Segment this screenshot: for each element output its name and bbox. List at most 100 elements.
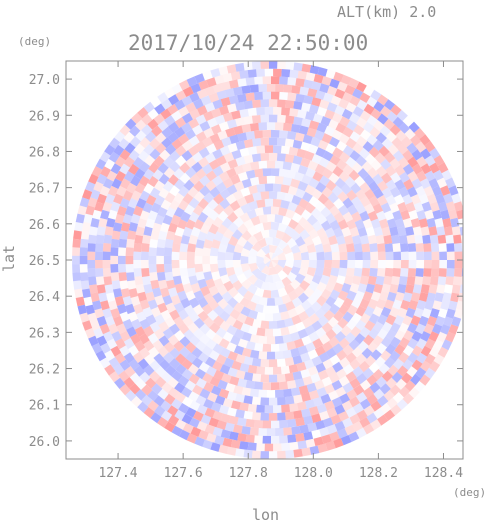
echo-cell: [324, 251, 333, 260]
echo-cell: [342, 197, 354, 209]
echo-cell: [249, 427, 259, 436]
echo-cell: [214, 114, 226, 125]
echo-cell: [420, 148, 432, 160]
echo-cell: [87, 312, 98, 323]
echo-cell: [242, 269, 254, 280]
echo-cell: [285, 209, 296, 220]
echo-cell: [339, 393, 351, 404]
echo-cell: [195, 271, 205, 281]
echo-cell: [167, 387, 180, 399]
echo-cell: [95, 276, 105, 286]
echo-cell: [428, 178, 439, 189]
echo-cell: [268, 397, 278, 406]
echo-cell: [308, 120, 320, 130]
echo-cell: [426, 292, 436, 303]
echo-cell: [110, 238, 120, 248]
echo-cell: [181, 112, 193, 124]
echo-cell: [153, 113, 165, 125]
echo-cell: [315, 420, 326, 430]
echo-cell: [364, 355, 377, 367]
echo-cell: [212, 216, 224, 228]
echo-cell: [287, 324, 298, 335]
echo-cell: [235, 393, 245, 403]
echo-cell: [233, 302, 245, 313]
echo-cell: [231, 110, 241, 120]
echo-cell: [245, 77, 255, 86]
echo-cell: [254, 207, 264, 217]
echo-cell: [125, 205, 135, 217]
echo-cell: [241, 387, 251, 397]
echo-cell: [402, 163, 414, 175]
echo-cell: [385, 343, 397, 355]
echo-cell: [373, 407, 385, 419]
echo-cell: [235, 101, 245, 111]
echo-cell: [359, 298, 370, 310]
echo-cell: [157, 162, 169, 174]
echo-cell: [134, 276, 144, 286]
echo-cell: [316, 403, 328, 414]
echo-cell: [355, 319, 367, 331]
echo-cell: [114, 377, 126, 389]
echo-cell: [312, 220, 323, 232]
echo-cell: [277, 412, 286, 421]
echo-cell: [281, 232, 292, 244]
echo-cell: [235, 117, 245, 127]
echo-cell: [223, 152, 235, 163]
echo-cell: [344, 234, 354, 245]
echo-cell: [331, 380, 343, 391]
echo-cell: [230, 174, 241, 185]
echo-cell: [299, 424, 309, 434]
echo-cell: [372, 369, 384, 381]
echo-cell: [75, 213, 85, 224]
echo-cell: [421, 201, 432, 212]
echo-cell: [353, 243, 363, 253]
echo-cell: [368, 146, 380, 158]
echo-cell: [367, 275, 377, 286]
echo-cell: [399, 171, 410, 183]
echo-cell: [373, 120, 385, 132]
echo-cell: [357, 226, 368, 237]
echo-cell: [252, 373, 262, 382]
echo-cell: [252, 412, 261, 421]
echo-cell: [118, 264, 127, 273]
echo-cell: [243, 154, 254, 164]
echo-cell: [254, 91, 263, 101]
echo-cell: [389, 226, 399, 237]
echo-cell: [220, 81, 231, 91]
echo-cell: [284, 372, 295, 382]
echo-cell: [216, 420, 227, 430]
echo-cell: [364, 203, 375, 214]
echo-cell: [424, 300, 434, 311]
echo-cell: [362, 251, 371, 260]
echo-cell: [150, 306, 162, 318]
echo-cell: [362, 121, 375, 133]
echo-cell: [293, 251, 302, 260]
echo-cell: [372, 335, 384, 347]
echo-cell: [251, 357, 262, 367]
echo-cell: [372, 321, 384, 333]
echo-cell: [295, 188, 306, 199]
echo-cell: [122, 213, 133, 224]
echo-cell: [110, 247, 119, 256]
echo-cell: [336, 159, 348, 171]
echo-cell: [372, 306, 384, 317]
echo-cell: [147, 400, 159, 412]
echo-cell: [240, 247, 250, 257]
echo-cell: [276, 153, 286, 162]
echo-cell: [422, 234, 431, 244]
echo-cell: [202, 247, 211, 257]
echo-cell: [286, 237, 298, 249]
echo-cell: [157, 346, 169, 358]
echo-cell: [145, 218, 155, 229]
echo-cell: [339, 251, 348, 260]
echo-cell: [129, 383, 141, 395]
echo-cell: [336, 368, 348, 380]
echo-cell: [297, 440, 307, 450]
echo-cell: [347, 204, 358, 216]
echo-cell: [303, 222, 315, 233]
echo-cell: [275, 84, 284, 93]
echo-cell: [212, 292, 224, 304]
echo-cell: [164, 421, 176, 433]
echo-cell: [252, 191, 262, 202]
echo-cell: [272, 312, 282, 322]
